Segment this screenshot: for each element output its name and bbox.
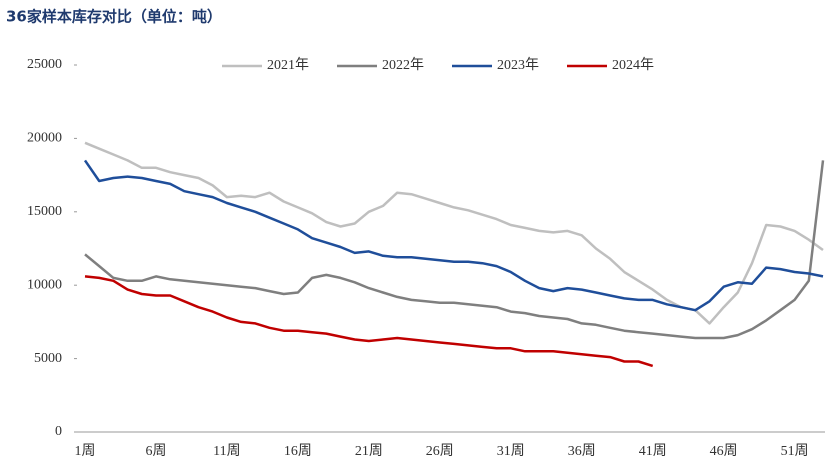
x-tick-label: 46周 — [710, 444, 738, 459]
series-line — [84, 275, 654, 368]
legend-label: 2024年 — [612, 57, 654, 73]
y-tick-label: 5000 — [34, 351, 62, 366]
y-tick-label: 10000 — [27, 277, 62, 292]
x-tick-label: 1周 — [75, 444, 96, 459]
y-tick-label: 20000 — [27, 131, 62, 146]
x-tick-label: 21周 — [355, 444, 383, 459]
x-tick-label: 36周 — [568, 444, 596, 459]
legend-label: 2021年 — [267, 57, 309, 73]
legend-label: 2023年 — [497, 57, 539, 73]
x-tick-label: 26周 — [426, 444, 454, 459]
x-tick-label: 31周 — [497, 444, 525, 459]
y-tick-label: 15000 — [27, 204, 62, 219]
chart-title: 36家样本库存对比（单位：吨） — [6, 8, 222, 26]
series-line — [83, 159, 824, 312]
series-line — [84, 160, 825, 340]
x-tick-label: 41周 — [639, 444, 667, 459]
x-tick-label: 51周 — [781, 444, 809, 459]
x-tick-label: 16周 — [284, 444, 312, 459]
series-line — [84, 141, 824, 325]
y-tick-label: 25000 — [27, 57, 62, 72]
x-tick-label: 6周 — [145, 444, 166, 459]
y-tick-label: 0 — [55, 424, 62, 439]
x-tick-label: 11周 — [213, 444, 240, 459]
legend-label: 2022年 — [382, 57, 424, 73]
